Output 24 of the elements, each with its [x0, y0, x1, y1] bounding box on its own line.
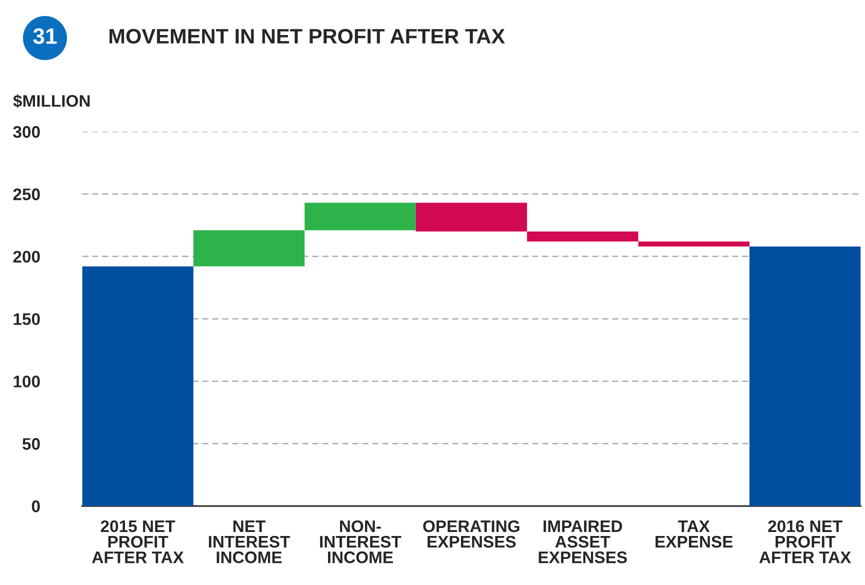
x-tick-label: 2016 NET PROFIT AFTER TAX [759, 520, 852, 564]
bar [304, 202, 416, 230]
y-tick-label: 50 [22, 438, 40, 450]
bar [416, 202, 528, 232]
y-tick-label: 200 [13, 250, 40, 263]
y-tick-label: 300 [13, 126, 40, 138]
chart-title: MOVEMENT IN NET PROFIT AFTER TAX [110, 28, 505, 44]
y-tick-label: 150 [14, 313, 40, 326]
y-tick-label: 100 [14, 376, 40, 388]
text: 31 [33, 28, 57, 44]
bar [527, 231, 638, 242]
y-tick-label: 250 [13, 188, 40, 200]
x-tick-label: 2015 NET PROFIT AFTER TAX [92, 520, 184, 564]
bar [82, 266, 194, 506]
x-tick-label: IMPAIRED ASSET EXPENSES [538, 520, 627, 564]
x-tick-label: NON- INTEREST INCOME [320, 520, 402, 564]
bar [749, 246, 861, 506]
bar [193, 230, 305, 266]
x-tick-label: TAX EXPENSE [656, 520, 733, 548]
bar [638, 241, 750, 246]
x-tick-label: OPERATING EXPENSES [423, 520, 520, 548]
x-tick-label: NET INTEREST INCOME [208, 520, 290, 564]
y-axis-title: $MILLION [13, 94, 90, 108]
y-tick-label: 0 [32, 500, 40, 512]
